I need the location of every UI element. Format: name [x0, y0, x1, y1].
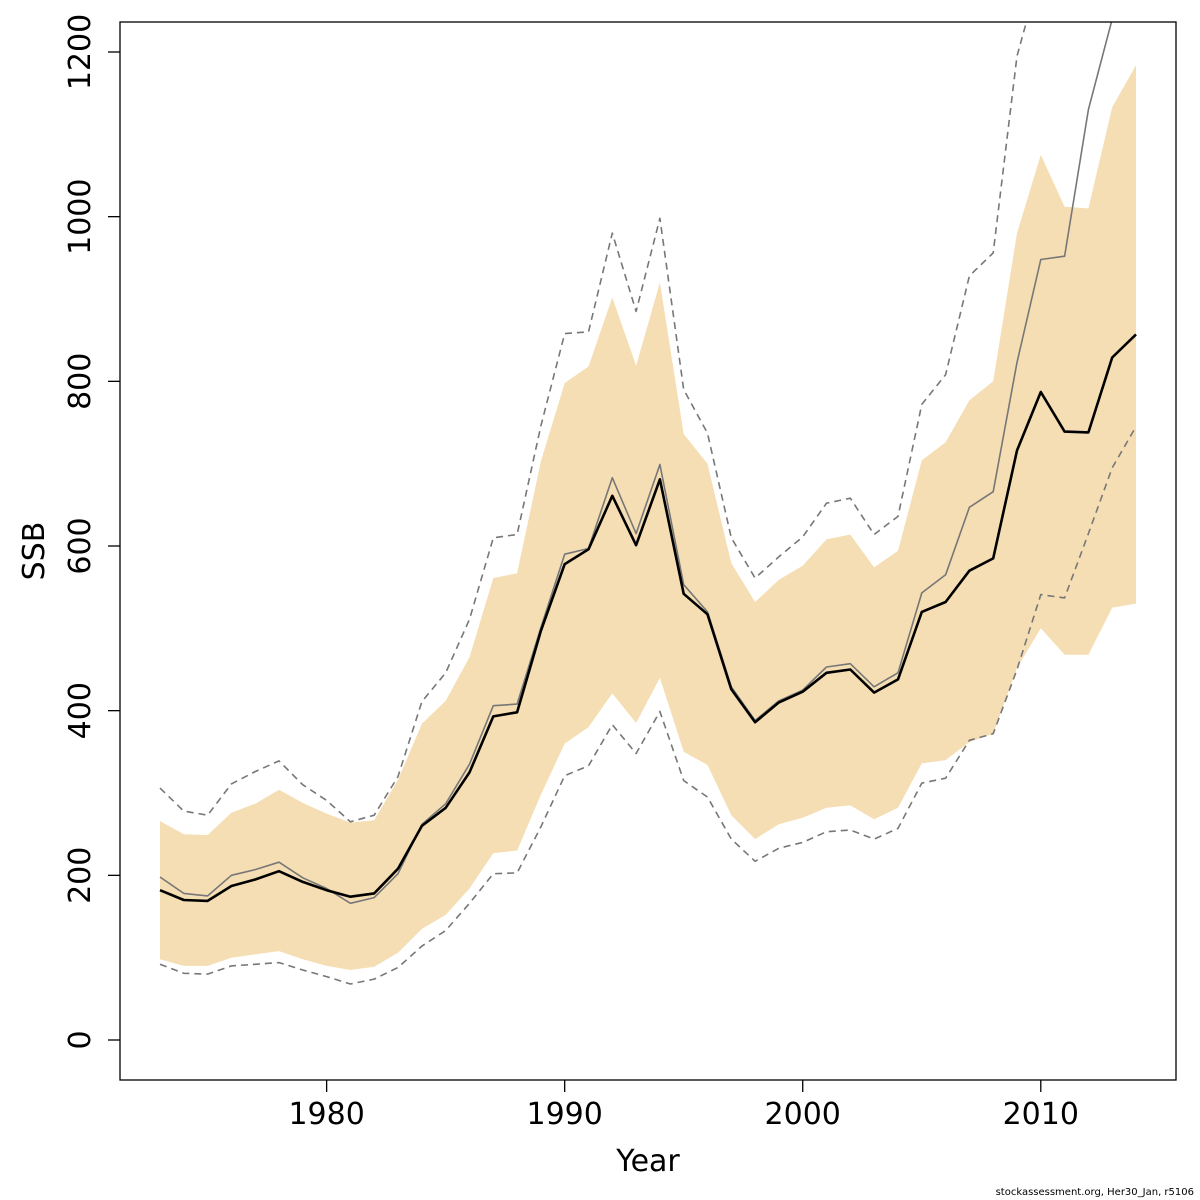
y-tick-label-0: 0	[63, 1030, 98, 1049]
x-tick-label-2000: 2000	[765, 1097, 841, 1132]
x-tick-label-1980: 1980	[288, 1097, 364, 1132]
x-axis: 1980 1990 2000 2010	[288, 1080, 1079, 1132]
x-tick-label-1990: 1990	[527, 1097, 603, 1132]
series-line-lower-bound	[159, 426, 1137, 985]
plot-area	[159, 22, 1137, 985]
y-tick-label-1200: 1200	[63, 14, 98, 90]
y-axis-title: SSB	[17, 522, 52, 581]
x-tick-label-2010: 2010	[1003, 1097, 1079, 1132]
y-axis: 0 200 400 600 800 1000 1200	[63, 14, 120, 1050]
y-tick-label-600: 600	[63, 517, 98, 574]
credit-text: stockassessment.org, Her30_Jan, r5106	[995, 1187, 1194, 1198]
plot-frame	[119, 21, 1177, 1081]
y-tick-label-1000: 1000	[63, 179, 98, 255]
series-line-upper-bound	[159, 22, 1028, 823]
y-tick-label-400: 400	[63, 682, 98, 739]
series-line-retrospective	[159, 22, 1113, 905]
y-tick-label-800: 800	[63, 353, 98, 410]
y-tick-label-200: 200	[63, 847, 98, 904]
x-axis-title: Year	[615, 1144, 680, 1179]
confidence-band	[160, 65, 1136, 970]
series-line-estimate	[159, 333, 1137, 903]
